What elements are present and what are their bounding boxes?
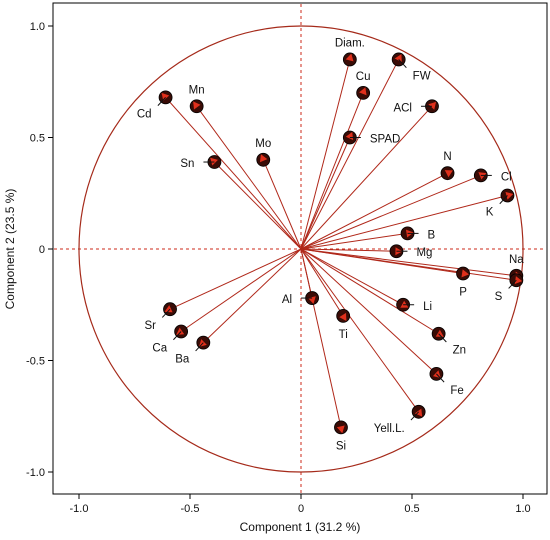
x-tick-label: 0 [298,503,304,515]
loading-vectors [165,59,517,428]
point-label: S [495,291,503,303]
point-label: FW [413,70,431,82]
point-label: Al [282,294,292,306]
point-label: Si [336,440,346,452]
vector-line-14 [300,248,517,277]
leader-line [195,342,204,352]
vector-line-10 [300,174,482,250]
point-label: N [443,151,451,163]
y-tick-label: 0.5 [30,133,45,145]
leader-line [436,373,445,383]
vector-line-4 [300,137,351,250]
vector-line-8 [214,161,302,250]
loading-point [456,266,470,281]
vector-line-2 [300,92,364,250]
point-label: Cu [356,71,371,83]
leader-line [173,331,182,341]
vector-line-20 [300,248,439,335]
x-tick-label: -1.0 [70,503,89,515]
point-label: Ba [175,354,190,366]
vector-line-25 [180,248,302,332]
vector-line-12 [300,232,408,250]
point-label: ACl [393,102,412,114]
vector-line-17 [300,248,404,306]
vector-line-19 [300,248,344,317]
point-label: Cl [501,171,512,183]
loading-labels: Diam. FW Cu ACl SPAD Mn Cd Mo Sn N Cl K B Mg Na S P Li Al T… [137,37,524,452]
point-label: Ca [152,343,167,355]
point-label: Li [423,301,432,313]
x-axis-title: Component 1 (31.2 %) [240,520,361,534]
leader-line [161,308,171,318]
loading-point [356,86,371,100]
y-tick-label: -1.0 [26,467,45,479]
y-tick-label: -0.5 [26,356,45,368]
point-label: Cd [137,108,152,120]
loading-point [334,420,348,435]
leader-line [398,59,407,69]
point-label: K [486,206,494,218]
point-label: Fe [450,385,463,397]
vector-line-5 [196,105,302,250]
vector-line-22 [300,248,420,413]
leader-line [157,97,166,106]
vector-line-9 [300,172,448,250]
point-label: Yell.L. [374,423,405,435]
loading-point [189,99,204,114]
axis-ticks: -1.0 -0.5 0 0.5 1.0 -1.0 -0.5 0 0.5 1.0 [26,21,531,515]
loading-point [256,152,271,167]
point-label: SPAD [370,134,400,146]
point-label: Mo [255,138,271,150]
loading-point [342,52,357,67]
vector-line-11 [300,194,508,250]
correlation-circle [78,25,524,473]
vector-line-24 [169,248,302,310]
leader-line [508,279,517,289]
point-label: P [459,287,467,299]
point-label: Zn [453,345,466,357]
y-tick-label: 1.0 [30,21,45,33]
x-tick-label: 1.0 [515,503,530,515]
leader-line [410,411,420,421]
point-label: Mn [189,84,205,96]
point-label: Sr [145,320,157,332]
vector-line-0 [300,59,351,250]
vector-line-16 [300,248,464,275]
vector-line-6 [165,97,302,250]
vector-line-23 [300,248,342,428]
vector-line-13 [300,248,397,252]
point-label: B [428,229,436,241]
loading-point [336,308,351,323]
point-label: Diam. [335,37,365,49]
x-tick-label: 0.5 [404,503,419,515]
vector-line-1 [300,59,400,250]
y-tick-label: 0 [39,244,45,256]
vector-line-26 [202,248,302,344]
leader-line [499,195,508,205]
point-label: Mg [416,247,432,259]
leader-line [438,333,447,343]
vector-line-7 [262,159,302,250]
point-label: Sn [180,158,194,170]
vector-line-3 [300,105,433,250]
vector-line-21 [300,248,437,375]
point-label: Na [509,254,524,266]
point-label: Ti [339,329,348,341]
y-axis-title: Component 2 (23.5 %) [3,189,17,310]
x-tick-label: -0.5 [181,503,200,515]
loading-point [440,166,455,181]
